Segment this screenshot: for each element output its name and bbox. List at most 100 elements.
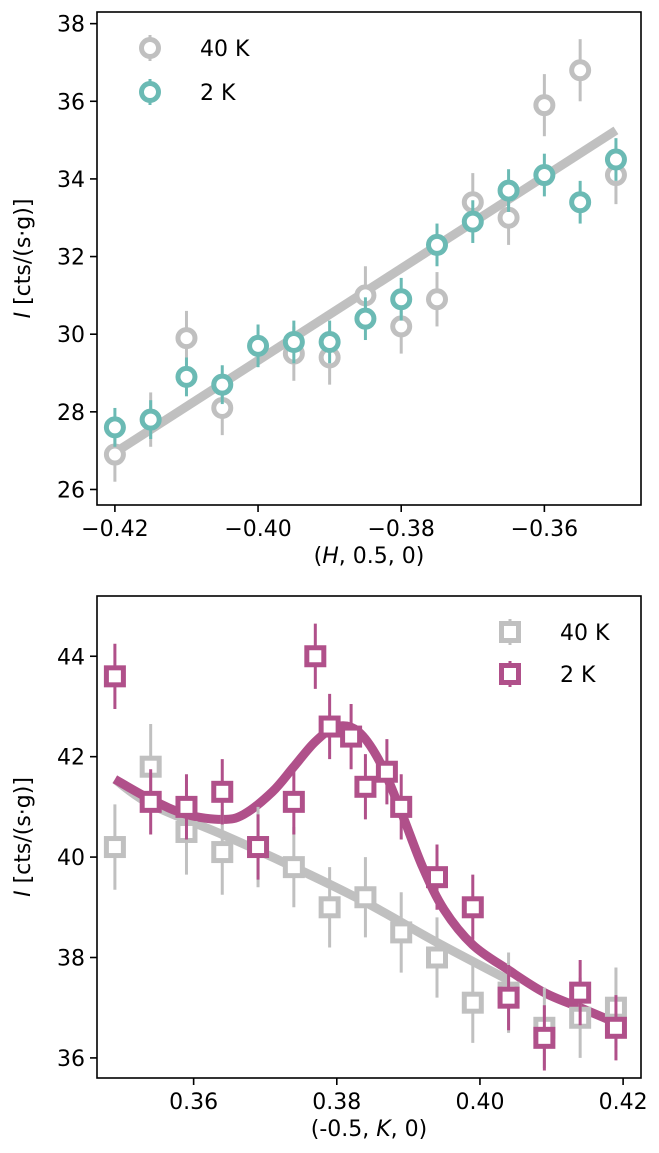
top-y-tick-label: 32: [57, 246, 85, 271]
top-x-axis-label: (H, 0.5, 0): [314, 544, 425, 569]
top-data-point: [533, 164, 556, 187]
top-x-tick-label: −0.42: [81, 517, 148, 542]
bottom-x-ticks: 0.36 0.38 0.40 0.42: [169, 1078, 648, 1115]
top-x-tick-label: −0.36: [511, 517, 578, 542]
bottom-data-point: [390, 795, 413, 818]
bottom-data-point: [139, 790, 162, 813]
bottom-legend-marker: [499, 621, 521, 643]
bottom-data-point: [211, 841, 234, 864]
bottom-data-point: [497, 986, 520, 1009]
bottom-data-point: [282, 856, 305, 879]
bottom-x-label-var: K: [376, 1117, 392, 1142]
top-data-point: [247, 334, 270, 357]
bottom-legend-label: 2 K: [560, 663, 596, 688]
bottom-x-tick-label: 0.36: [169, 1090, 218, 1115]
top-y-tick-label: 26: [57, 478, 85, 503]
bottom-data-point: [103, 665, 126, 688]
top-data-point: [354, 307, 377, 330]
bottom-data-point: [426, 946, 448, 969]
top-legend-marker: [139, 81, 161, 103]
bottom-series-2k: [103, 623, 627, 1071]
top-y-axis-label: I [cts/(s·g)]: [11, 199, 36, 319]
top-data-point: [533, 94, 556, 117]
top-panel: −0.42 −0.40 −0.38 −0.36 26 28 30 32 34 36 38 (H, …: [11, 11, 642, 569]
bottom-y-label-rest: [cts/(s·g)]: [11, 777, 36, 890]
bottom-data-point: [390, 921, 413, 944]
top-data-point: [426, 288, 448, 311]
top-data-point: [103, 416, 126, 439]
bottom-data-point: [354, 775, 377, 798]
top-data-point: [390, 288, 413, 311]
top-x-ticks: −0.42 −0.40 −0.38 −0.36: [81, 505, 578, 542]
top-legend-label: 40 K: [200, 37, 250, 62]
bottom-data-point: [318, 896, 341, 919]
bottom-data-point: [304, 645, 327, 668]
bottom-data-point: [604, 1016, 627, 1039]
bottom-y-tick-label: 36: [57, 1047, 85, 1072]
bottom-legend: 40 K 2 K: [499, 619, 610, 688]
bottom-data-point: [175, 795, 198, 818]
top-data-point: [103, 443, 126, 466]
top-y-tick-label: 36: [57, 90, 85, 115]
top-y-tick-label: 28: [57, 401, 85, 426]
top-y-tick-label: 34: [57, 168, 85, 193]
top-data-point: [426, 233, 448, 256]
top-data-point: [175, 365, 198, 388]
top-data-point: [497, 179, 520, 202]
top-x-tick-label: −0.40: [224, 517, 291, 542]
top-y-tick-label: 30: [57, 323, 85, 348]
bottom-data-point: [282, 790, 305, 813]
top-plot-frame: [96, 11, 642, 506]
top-data-point: [139, 408, 162, 431]
bottom-data-point: [461, 896, 484, 919]
top-y-tick-label: 38: [57, 13, 85, 38]
bottom-data-point: [318, 715, 341, 738]
top-y-ticks: 26 28 30 32 34 36 38: [57, 13, 97, 503]
bottom-y-tick-label: 42: [57, 746, 85, 771]
bottom-plot-frame: [96, 595, 642, 1079]
top-legend-marker: [139, 37, 161, 59]
top-data-point: [318, 330, 341, 353]
top-data-point: [461, 210, 484, 233]
bottom-data-point: [211, 780, 234, 803]
bottom-data-point: [426, 866, 448, 889]
top-x-tick-label: −0.38: [367, 517, 434, 542]
top-data-point: [211, 373, 234, 396]
bottom-x-tick-label: 0.42: [599, 1090, 648, 1115]
top-data-series: [103, 39, 627, 482]
bottom-y-axis-label: I [cts/(s·g)]: [11, 777, 36, 897]
bottom-data-point: [247, 836, 270, 859]
bottom-data-point: [103, 836, 126, 859]
top-data-point: [282, 330, 305, 353]
top-legend: 40 K 2 K: [139, 35, 250, 106]
top-data-point: [604, 148, 627, 171]
bottom-data-series: [103, 623, 627, 1071]
top-x-label-open: (: [314, 544, 323, 569]
top-series-2k: [103, 138, 627, 447]
bottom-x-label-open: (-0.5,: [311, 1117, 377, 1142]
top-data-point: [569, 59, 592, 82]
top-series-40k: [103, 39, 627, 482]
bottom-x-tick-label: 0.38: [312, 1090, 361, 1115]
bottom-data-point: [340, 725, 363, 748]
bottom-x-tick-label: 0.40: [455, 1090, 504, 1115]
bottom-y-tick-label: 40: [57, 846, 85, 871]
top-y-label-rest: [cts/(s·g)]: [11, 199, 36, 312]
bottom-legend-marker: [499, 663, 521, 685]
bottom-data-point: [461, 991, 484, 1014]
bottom-data-point: [354, 886, 377, 909]
bottom-legend-label: 40 K: [560, 621, 610, 646]
top-x-label-rest: , 0.5, 0): [339, 544, 425, 569]
bottom-x-axis-label: (-0.5, K, 0): [311, 1117, 428, 1142]
bottom-data-point: [533, 1026, 556, 1049]
top-x-label-var: H: [322, 544, 339, 569]
top-data-point: [175, 327, 198, 350]
bottom-x-label-rest: , 0): [391, 1117, 428, 1142]
top-data-point: [569, 191, 592, 214]
bottom-panel: 0.36 0.38 0.40 0.42 36 38 40 42 44 (-0.5, K, 0)…: [11, 595, 648, 1142]
bottom-y-ticks: 36 38 40 42 44: [57, 645, 97, 1072]
bottom-data-point: [569, 981, 592, 1004]
bottom-y-tick-label: 38: [57, 947, 85, 972]
top-legend-label: 2 K: [200, 81, 236, 106]
